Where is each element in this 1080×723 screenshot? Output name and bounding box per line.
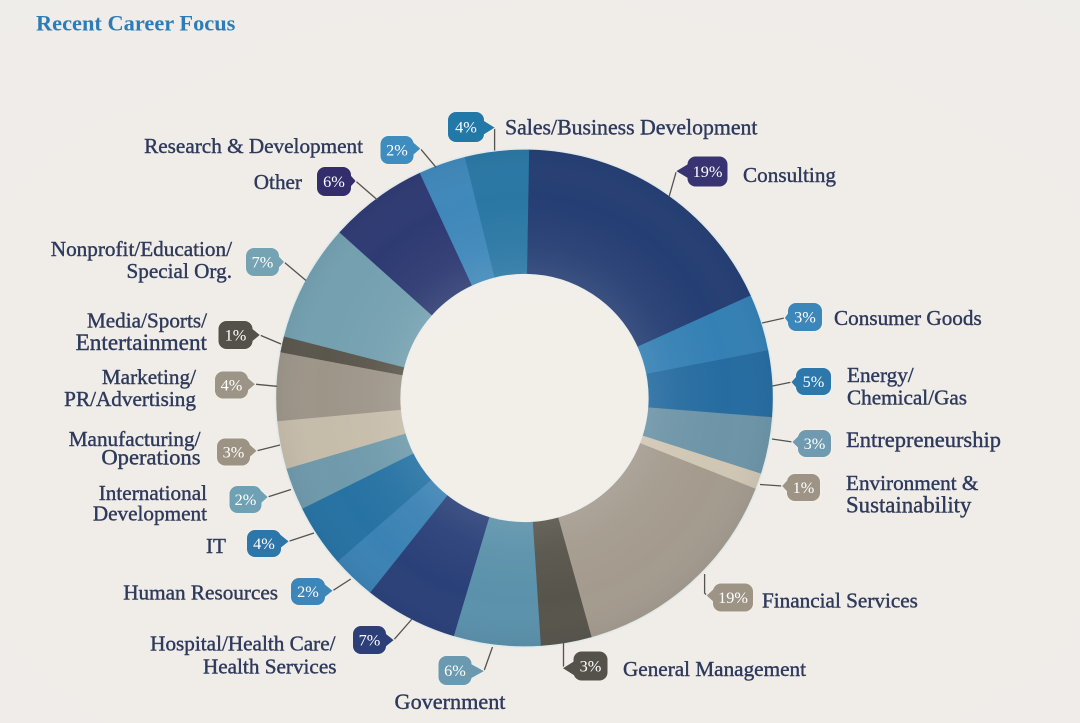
svg-text:Entertainment: Entertainment	[76, 330, 208, 356]
svg-text:Research & Development: Research & Development	[144, 134, 363, 158]
svg-text:General Management: General Management	[623, 657, 806, 681]
svg-text:Human Resources: Human Resources	[123, 581, 278, 605]
svg-text:1%: 1%	[225, 326, 247, 345]
svg-text:3%: 3%	[223, 443, 245, 462]
svg-text:Chemical/Gas: Chemical/Gas	[847, 386, 967, 410]
svg-text:4%: 4%	[455, 118, 477, 137]
svg-text:PR/Advertising: PR/Advertising	[64, 387, 196, 411]
svg-text:6%: 6%	[323, 172, 345, 191]
svg-text:Sustainability: Sustainability	[846, 493, 972, 518]
svg-text:Sales/Business Development: Sales/Business Development	[505, 116, 757, 140]
svg-text:7%: 7%	[359, 631, 381, 650]
svg-text:2%: 2%	[235, 490, 257, 509]
svg-text:4%: 4%	[253, 534, 275, 553]
svg-text:Special Org.: Special Org.	[126, 259, 232, 283]
svg-text:19%: 19%	[718, 588, 748, 607]
svg-text:Media/Sports/: Media/Sports/	[87, 309, 207, 333]
svg-text:6%: 6%	[444, 661, 466, 680]
svg-text:International: International	[99, 481, 207, 505]
svg-text:Health Services: Health Services	[203, 654, 337, 678]
svg-text:3%: 3%	[794, 308, 816, 327]
svg-text:2%: 2%	[297, 582, 319, 601]
svg-text:4%: 4%	[221, 376, 243, 395]
svg-text:Recent Career Focus: Recent Career Focus	[36, 11, 236, 36]
svg-text:Manufacturing/: Manufacturing/	[69, 427, 201, 451]
svg-text:Nonprofit/Education/: Nonprofit/Education/	[51, 237, 232, 261]
svg-text:2%: 2%	[386, 141, 408, 160]
svg-text:Other: Other	[254, 170, 302, 194]
svg-text:Consumer Goods: Consumer Goods	[834, 306, 982, 330]
svg-text:IT: IT	[206, 534, 226, 558]
svg-text:Marketing/: Marketing/	[102, 365, 196, 389]
svg-text:Government: Government	[395, 689, 507, 714]
svg-text:Energy/: Energy/	[847, 363, 914, 387]
svg-text:1%: 1%	[793, 478, 815, 497]
svg-text:5%: 5%	[803, 372, 825, 391]
svg-text:7%: 7%	[252, 253, 274, 272]
svg-text:Hospital/Health Care/: Hospital/Health Care/	[150, 632, 335, 656]
svg-text:3%: 3%	[804, 434, 826, 453]
svg-text:3%: 3%	[580, 657, 602, 676]
svg-text:Environment &: Environment &	[846, 471, 979, 495]
svg-text:Consulting: Consulting	[743, 163, 836, 187]
svg-text:19%: 19%	[693, 162, 723, 181]
svg-text:Operations: Operations	[101, 445, 200, 470]
svg-text:Entrepreneurship: Entrepreneurship	[846, 427, 1001, 452]
svg-text:Development: Development	[93, 502, 207, 526]
svg-text:Financial Services: Financial Services	[762, 589, 918, 613]
